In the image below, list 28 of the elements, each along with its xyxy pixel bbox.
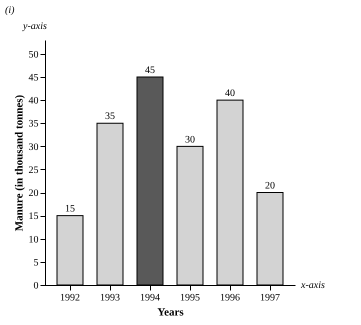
- y-tick-label: 25: [28, 164, 38, 176]
- y-tick-label: 0: [34, 280, 38, 292]
- x-tick-label: 1995: [180, 292, 200, 304]
- x-tick-label: 1994: [140, 292, 160, 304]
- y-tick-label: 20: [28, 188, 38, 200]
- text: (i): [5, 5, 16, 16]
- x-tick-label: 1997: [260, 292, 280, 304]
- x-tick-label: 1993: [100, 292, 120, 304]
- y-tick-label: 5: [34, 257, 38, 268]
- y-tick-label: 10: [28, 234, 38, 246]
- text: x-axis: [300, 280, 325, 291]
- y-tick-label: 35: [28, 118, 38, 130]
- data-label: 15: [65, 204, 75, 215]
- data-label: 40: [225, 88, 235, 100]
- y-axis-title: Manure (in thousand tonnes): [14, 94, 26, 232]
- x-tick-label: 1992: [60, 292, 80, 304]
- data-label: 20: [265, 180, 275, 192]
- y-tick-label: 50: [28, 49, 38, 60]
- data-label: 35: [105, 111, 115, 122]
- text: y-axis: [22, 21, 47, 32]
- x-axis-title: Years: [157, 306, 184, 318]
- y-tick-label: 15: [28, 211, 38, 222]
- x-tick-label: 1996: [220, 292, 240, 304]
- y-tick-label: 45: [28, 72, 38, 84]
- data-label: 30: [185, 134, 195, 146]
- data-label: 45: [145, 64, 155, 76]
- y-tick-label: 30: [28, 142, 38, 153]
- y-tick-label: 40: [28, 96, 38, 107]
